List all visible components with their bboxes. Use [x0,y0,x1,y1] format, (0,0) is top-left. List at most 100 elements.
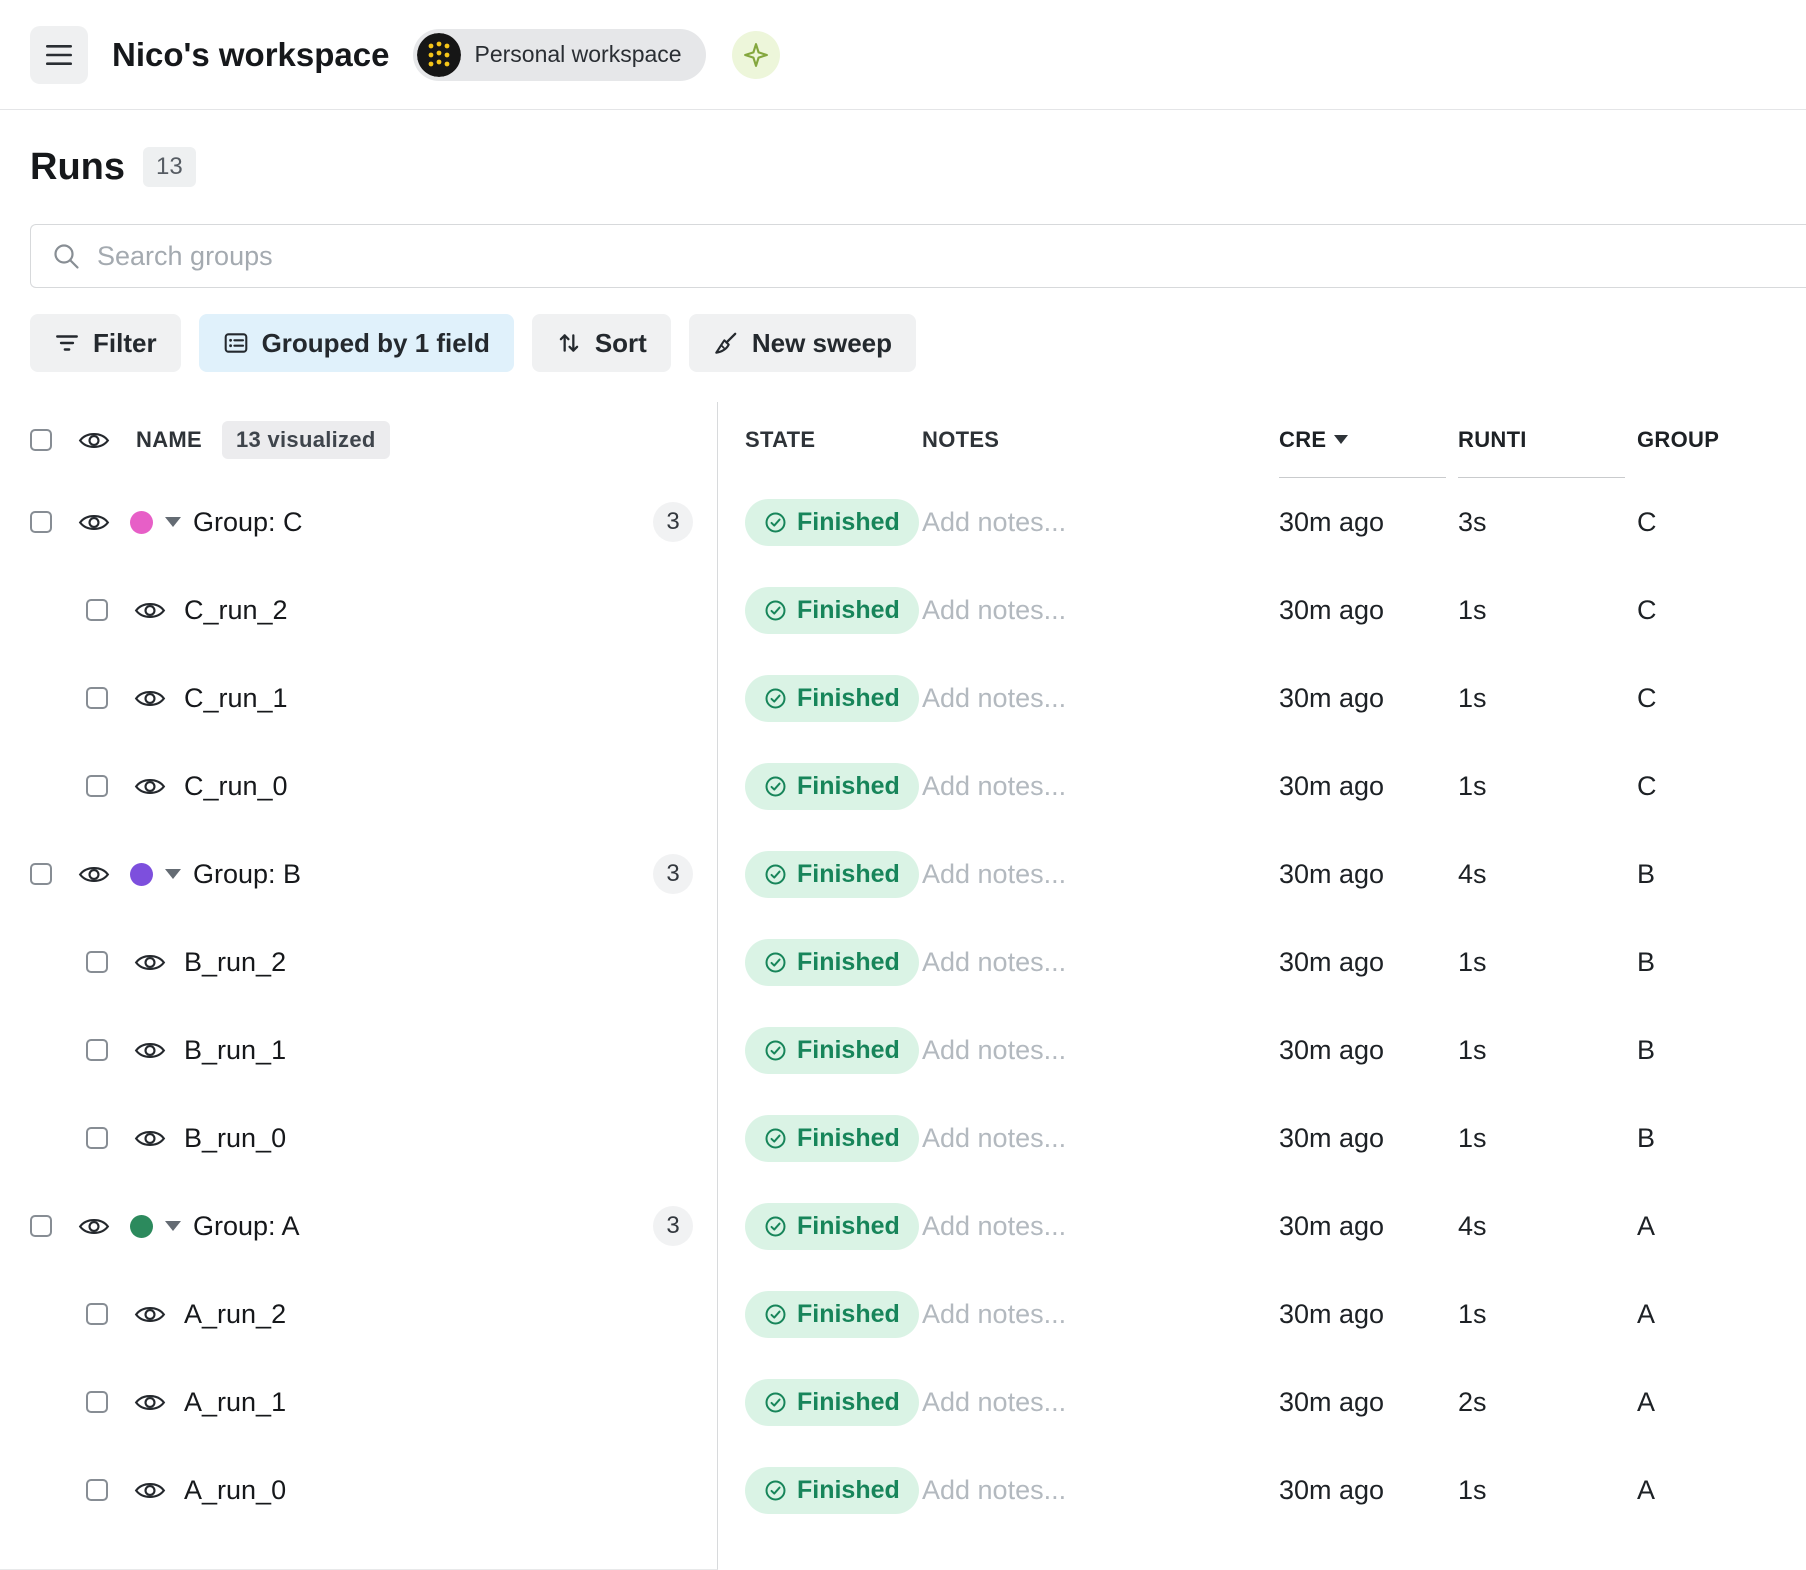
eye-icon[interactable] [78,1215,110,1238]
run-row[interactable]: C_run_2 Finished Add notes... 30m ago 1s… [0,566,1806,654]
filter-button[interactable]: Filter [30,314,181,372]
notes-cell[interactable]: Add notes... [922,1210,1067,1241]
notes-cell[interactable]: Add notes... [922,858,1067,889]
eye-icon[interactable] [134,1391,166,1414]
row-checkbox[interactable] [30,511,52,533]
row-name[interactable]: Group: A [193,1210,300,1241]
group-cell: A [1637,1298,1656,1329]
grouped-by-button[interactable]: Grouped by 1 field [198,314,514,372]
row-checkbox[interactable] [86,1303,108,1325]
notes-cell[interactable]: Add notes... [922,1386,1067,1417]
created-cell: 30m ago [1279,1386,1385,1417]
row-count-badge: 3 [653,502,693,542]
row-checkbox[interactable] [86,687,108,709]
row-checkbox[interactable] [86,1039,108,1061]
run-row[interactable]: C_run_0 Finished Add notes... 30m ago 1s… [0,742,1806,830]
row-count-badge: 3 [653,854,693,894]
new-sweep-button[interactable]: New sweep [688,314,916,372]
filter-icon [56,335,78,351]
visibility-all-eye-icon[interactable] [78,429,110,452]
status-badge-label: Finished [797,1299,900,1328]
row-name[interactable]: A_run_0 [184,1474,287,1505]
notes-cell[interactable]: Add notes... [922,682,1067,713]
runtime-cell: 2s [1458,1386,1487,1417]
sparkle-button[interactable] [731,30,780,79]
column-header-created[interactable]: CRE [1279,402,1446,478]
status-badge: Finished [745,938,919,986]
row-checkbox[interactable] [86,599,108,621]
search-input[interactable] [97,240,1786,272]
column-header-runtime[interactable]: RUNTI [1458,402,1625,478]
row-checkbox[interactable] [30,1215,52,1237]
eye-icon[interactable] [78,863,110,886]
row-name[interactable]: B_run_0 [184,1122,287,1153]
row-name[interactable]: B_run_2 [184,946,287,977]
eye-icon[interactable] [78,511,110,534]
caret-down-icon[interactable] [165,869,181,879]
caret-down-icon[interactable] [165,517,181,527]
run-row[interactable]: B_run_2 Finished Add notes... 30m ago 1s… [0,918,1806,1006]
group-row[interactable]: Group: B 3 Finished Add notes... 30m ago… [0,830,1806,918]
column-header-notes[interactable]: NOTES [922,427,1000,452]
run-row[interactable]: A_run_2 Finished Add notes... 30m ago 1s… [0,1270,1806,1358]
table-footer-spacer [0,1534,1806,1570]
workspace-badge[interactable]: Personal workspace [413,28,706,81]
eye-icon[interactable] [134,1479,166,1502]
column-header-name[interactable]: NAME [136,427,202,452]
row-checkbox[interactable] [86,1127,108,1149]
hamburger-menu-button[interactable] [30,25,88,84]
row-name[interactable]: C_run_0 [184,770,288,801]
notes-cell[interactable]: Add notes... [922,594,1067,625]
row-checkbox[interactable] [30,863,52,885]
visualized-badge: 13 visualized [221,421,390,459]
search-box[interactable] [30,224,1806,288]
eye-icon[interactable] [134,1039,166,1062]
status-badge-label: Finished [797,1035,900,1064]
group-row[interactable]: Group: C 3 Finished Add notes... 30m ago… [0,478,1806,566]
column-header-state[interactable]: STATE [745,427,816,452]
sort-button-label: Sort [594,327,647,358]
row-name[interactable]: A_run_1 [184,1386,287,1417]
notes-cell[interactable]: Add notes... [922,770,1067,801]
row-name[interactable]: B_run_1 [184,1034,287,1065]
sort-button[interactable]: Sort [531,314,671,372]
eye-icon[interactable] [134,1303,166,1326]
eye-icon[interactable] [134,1127,166,1150]
row-checkbox[interactable] [86,775,108,797]
notes-cell[interactable]: Add notes... [922,946,1067,977]
row-checkbox[interactable] [86,951,108,973]
group-cell: C [1637,682,1657,713]
column-header-group[interactable]: GROUP [1637,427,1720,452]
new-sweep-button-label: New sweep [751,327,892,358]
check-circle-icon [765,600,786,620]
eye-icon[interactable] [134,599,166,622]
check-circle-icon [765,1392,786,1412]
group-row[interactable]: Group: A 3 Finished Add notes... 30m ago… [0,1182,1806,1270]
run-row[interactable]: A_run_0 Finished Add notes... 30m ago 1s… [0,1446,1806,1534]
notes-cell[interactable]: Add notes... [922,506,1067,537]
row-name[interactable]: Group: C [193,506,303,537]
notes-cell[interactable]: Add notes... [922,1122,1067,1153]
eye-icon[interactable] [134,775,166,798]
run-row[interactable]: B_run_0 Finished Add notes... 30m ago 1s… [0,1094,1806,1182]
run-row[interactable]: C_run_1 Finished Add notes... 30m ago 1s… [0,654,1806,742]
eye-icon[interactable] [134,951,166,974]
row-name[interactable]: C_run_1 [184,682,288,713]
row-name[interactable]: C_run_2 [184,594,288,625]
caret-down-icon[interactable] [165,1221,181,1231]
row-name[interactable]: A_run_2 [184,1298,287,1329]
row-name[interactable]: Group: B [193,858,302,889]
run-row[interactable]: A_run_1 Finished Add notes... 30m ago 2s… [0,1358,1806,1446]
runs-title: Runs [30,145,125,188]
notes-cell[interactable]: Add notes... [922,1474,1067,1505]
notes-cell[interactable]: Add notes... [922,1298,1067,1329]
notes-cell[interactable]: Add notes... [922,1034,1067,1065]
select-all-checkbox[interactable] [30,429,52,451]
eye-icon[interactable] [134,687,166,710]
page-title: Nico's workspace [112,35,390,73]
grouped-by-button-label: Grouped by 1 field [261,327,490,358]
run-row[interactable]: B_run_1 Finished Add notes... 30m ago 1s… [0,1006,1806,1094]
status-badge: Finished [745,1378,919,1426]
row-checkbox[interactable] [86,1391,108,1413]
row-checkbox[interactable] [86,1479,108,1501]
